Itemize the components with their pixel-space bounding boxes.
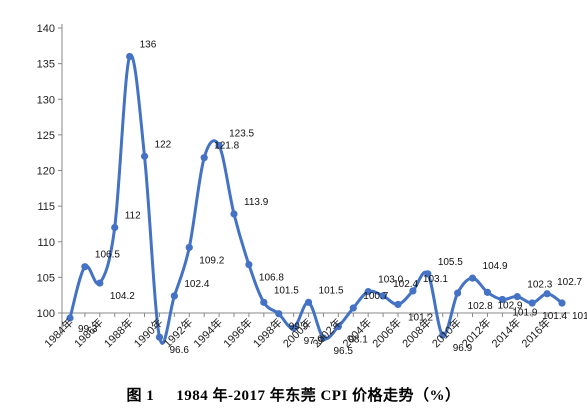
cpi-data-point [468, 274, 477, 282]
cpi-data-point [66, 314, 74, 322]
cpi-data-label: 105.5 [438, 257, 463, 268]
cpi-data-point [364, 288, 372, 296]
cpi-data-point [379, 292, 387, 300]
cpi-data-point [81, 263, 89, 271]
x-tick-label: 1996年 [220, 315, 255, 350]
cpi-data-label: 106.5 [95, 250, 120, 261]
cpi-data-point [96, 279, 104, 287]
cpi-data-label: 102.4 [184, 279, 209, 290]
cpi-data-label: 96.6 [169, 345, 189, 356]
cpi-data-label: 100.7 [363, 291, 388, 302]
cpi-points [66, 52, 566, 342]
cpi-data-point [528, 299, 536, 307]
cpi-data-point [319, 334, 328, 342]
x-tick-label: 2014年 [488, 315, 523, 350]
cpi-data-label: 121.8 [214, 141, 239, 152]
cpi-data-point [558, 299, 566, 307]
y-tick-label: 135 [37, 59, 55, 71]
x-tick-label: 1998年 [250, 315, 285, 350]
cpi-data-point [454, 289, 462, 297]
cpi-data-label: 112 [125, 211, 141, 222]
cpi-data-point [111, 223, 119, 232]
cpi-data-point [543, 290, 551, 298]
cpi-data-point [304, 298, 313, 306]
cpi-data-label: 99.9 [289, 322, 309, 333]
cpi-data-label: 102.4 [393, 279, 418, 290]
x-tick-label: 2016年 [518, 315, 553, 350]
cpi-data-label: 96.5 [333, 346, 353, 357]
cpi-data-label: 103.1 [423, 274, 448, 285]
cpi-data-label: 102.9 [497, 300, 522, 311]
cpi-data-point [513, 293, 521, 301]
cpi-data-point [155, 333, 164, 341]
cpi-data-label: 122 [155, 139, 172, 150]
x-tick-label: 2006年 [369, 315, 404, 350]
cpi-data-label: 123.5 [229, 129, 254, 140]
cpi-data-label: 104.2 [110, 291, 135, 302]
figure-title: 1984 年-2017 年东莞 CPI 价格走势（%） [176, 388, 461, 404]
x-tick-label: 1984年 [41, 315, 76, 350]
cpi-data-point [439, 331, 447, 339]
x-tick-label: 1986年 [71, 315, 106, 350]
cpi-data-label: 103.0 [378, 275, 403, 286]
y-axis: 100 105 110 115 120 125 130 135 140 [37, 23, 63, 335]
cpi-line-chart: 100 105 110 115 120 125 130 135 140 99.3 106.5 104… [37, 23, 587, 357]
x-tick-label: 1990年 [131, 315, 166, 350]
y-tick-label: 100 [37, 308, 55, 320]
cpi-data-point [349, 304, 357, 312]
x-tick-label: 1994年 [190, 315, 225, 350]
cpi-data-point [185, 243, 193, 252]
y-tick-label: 130 [37, 94, 55, 106]
cpi-data-point [170, 292, 178, 300]
cpi-data-label: 101.9 [512, 307, 537, 318]
cpi-data-point [245, 260, 253, 269]
cpi-data-point [126, 52, 134, 61]
cpi-data-label: 101.5 [274, 285, 299, 296]
cpi-data-label: 101.5 [319, 285, 344, 296]
cpi-data-label: 96.9 [453, 343, 473, 354]
cpi-data-label: 101.4 [542, 311, 567, 322]
x-tick-label: 1988年 [101, 315, 136, 350]
cpi-data-point [394, 300, 402, 309]
cpi-data-label: 113.9 [244, 197, 269, 208]
cpi-data-label: 102.8 [468, 301, 493, 312]
cpi-data-point [230, 210, 238, 218]
cpi-data-point [290, 324, 298, 332]
cpi-data-label: 102.7 [557, 277, 582, 288]
y-tick-label: 105 [37, 272, 55, 284]
cpi-data-point [215, 141, 223, 150]
figure-number: 图 1 [126, 388, 155, 404]
cpi-data-label: 136 [140, 40, 157, 51]
y-tick-label: 110 [37, 237, 55, 249]
cpi-data-label: 102.3 [527, 280, 552, 291]
cpi-data-point [140, 152, 149, 160]
cpi-data-point [334, 322, 342, 331]
cpi-data-point [260, 298, 268, 306]
cpi-data-label: 98.1 [348, 335, 368, 346]
cpi-data-labels: 99.3 106.5 104.2 112 136 122 96.6 102.4 109.2 121… [78, 40, 587, 357]
cpi-data-point [483, 288, 492, 296]
cpi-data-label: 101.2 [408, 312, 433, 323]
y-tick-label: 115 [37, 201, 55, 213]
y-tick-label: 140 [37, 23, 55, 35]
x-tick-label: 2012年 [459, 315, 494, 350]
y-tick-label: 120 [37, 166, 55, 178]
y-tick-label: 125 [37, 130, 55, 142]
cpi-data-label: 109.2 [199, 255, 224, 266]
cpi-data-label: 97.9 [304, 336, 324, 347]
cpi-data-label: 101.4 [572, 311, 587, 322]
cpi-data-point [498, 295, 506, 304]
cpi-data-point [424, 270, 432, 278]
cpi-data-point [409, 287, 417, 295]
cpi-data-label: 106.8 [259, 273, 284, 284]
cpi-data-label: 99.3 [78, 324, 98, 335]
figure-caption: 图 1 1984 年-2017 年东莞 CPI 价格走势（%） [0, 384, 587, 405]
cpi-data-point [200, 154, 208, 162]
cpi-data-label: 104.9 [483, 261, 508, 272]
cpi-data-point [275, 310, 283, 318]
